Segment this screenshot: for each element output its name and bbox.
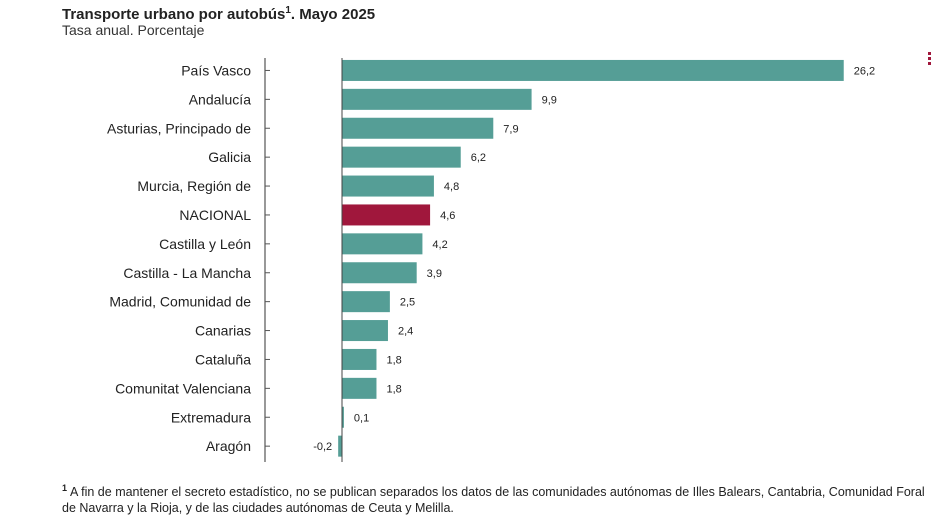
value-label: 4,8 — [444, 181, 459, 193]
category-label: Aragón — [206, 438, 251, 454]
value-label: 4,6 — [440, 210, 455, 222]
category-label: Castilla y León — [159, 236, 251, 252]
value-label: 3,9 — [427, 268, 442, 280]
title-footnote-marker: 1 — [285, 5, 291, 16]
bar — [342, 320, 388, 342]
footnote-text: A fin de mantener el secreto estadístico… — [62, 485, 925, 515]
category-label: Cataluña — [195, 351, 251, 367]
category-label: Murcia, Región de — [137, 178, 251, 194]
value-label: 1,8 — [386, 354, 401, 366]
value-label: 0,1 — [354, 412, 369, 424]
chart-title: Transporte urbano por autobús1. Mayo 202… — [62, 5, 376, 24]
bar — [342, 146, 461, 168]
footnote-marker: 1 — [62, 482, 68, 493]
bar — [342, 117, 494, 139]
category-label: Galicia — [208, 149, 251, 165]
value-label: 2,4 — [398, 326, 413, 338]
bar — [342, 262, 417, 284]
category-label: Extremadura — [171, 409, 251, 425]
value-label: 6,2 — [471, 152, 486, 164]
bar-chart: País Vasco 26,2 Andalucía 9,9 Asturias, Prin… — [107, 58, 875, 462]
bar — [342, 291, 390, 313]
value-label: 2,5 — [400, 297, 415, 309]
category-label: Madrid, Comunidad de — [109, 294, 251, 310]
bar — [342, 175, 434, 197]
value-label: 26,2 — [854, 65, 875, 77]
chart-subtitle: Tasa anual. Porcentaje — [62, 22, 205, 38]
bar — [342, 348, 377, 370]
bar — [342, 204, 431, 226]
value-label: 4,2 — [432, 239, 447, 251]
category-label: Canarias — [195, 323, 251, 339]
category-label: País Vasco — [181, 62, 251, 78]
chart-title-text: Transporte urbano por autobús — [62, 6, 286, 23]
bar — [342, 377, 377, 399]
value-label: 1,8 — [386, 383, 401, 395]
kebab-menu-icon[interactable] — [928, 52, 932, 66]
category-label: Asturias, Principado de — [107, 120, 251, 136]
bar — [342, 233, 423, 255]
bar — [338, 435, 342, 457]
chart-title-suffix: . Mayo 2025 — [290, 6, 376, 23]
value-label: 9,9 — [542, 94, 557, 106]
value-label: -0,2 — [313, 441, 332, 453]
category-label: Castilla - La Mancha — [123, 265, 251, 281]
category-label: NACIONAL — [179, 207, 251, 223]
value-label: 7,9 — [503, 123, 518, 135]
category-label: Andalucía — [189, 91, 251, 107]
category-label: Comunitat Valenciana — [115, 380, 251, 396]
bar — [342, 59, 844, 81]
bar — [342, 88, 532, 110]
bar — [342, 406, 344, 428]
